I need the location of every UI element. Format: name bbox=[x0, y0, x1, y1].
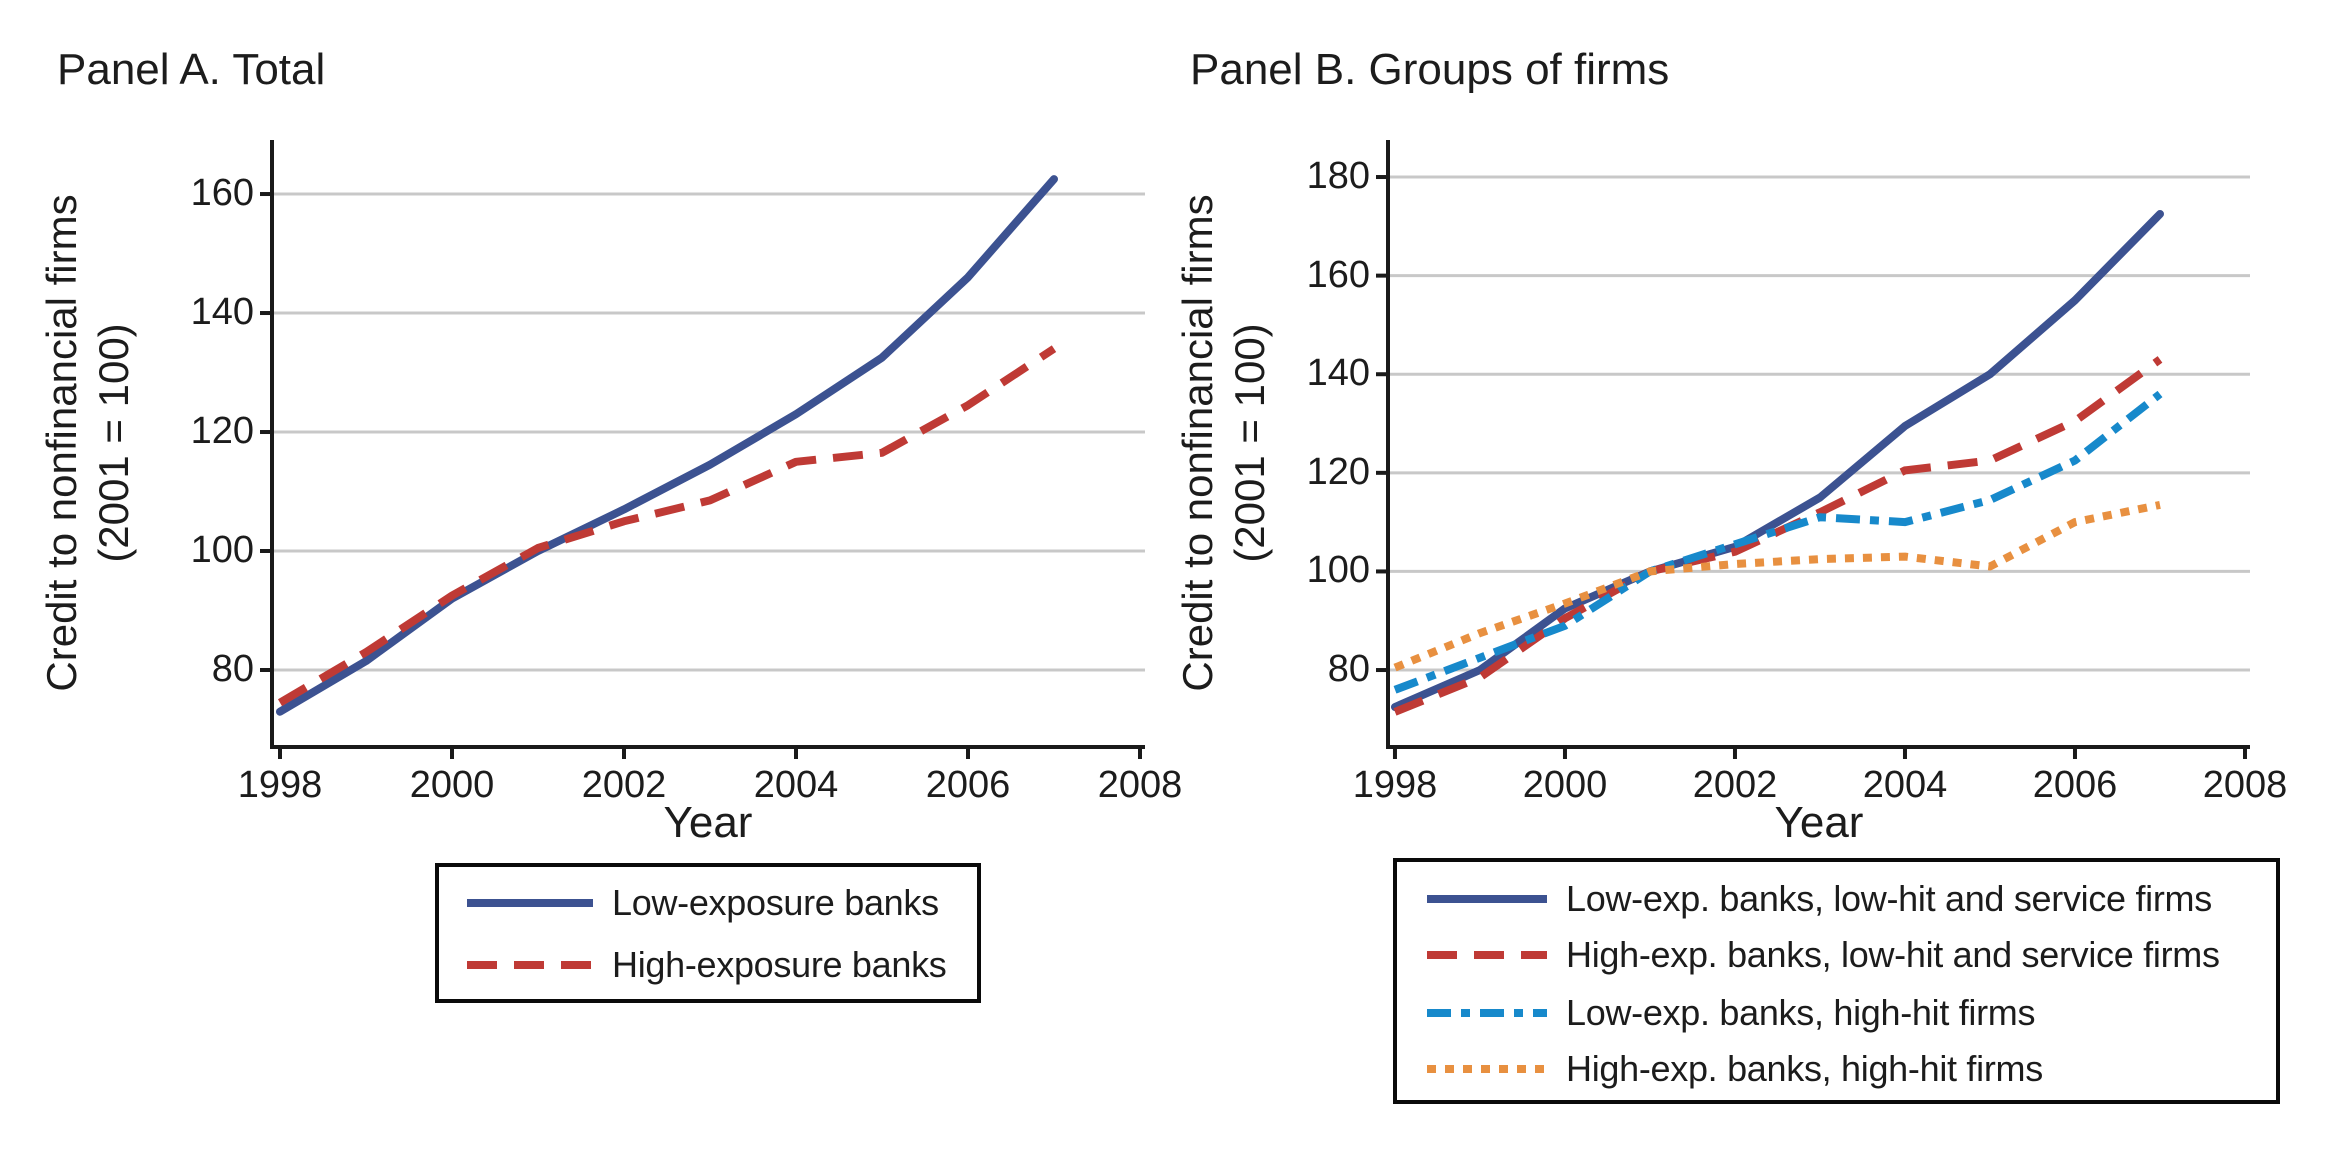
x-tick-label: 2008 bbox=[1097, 764, 1183, 806]
legend-label: Low-exposure banks bbox=[612, 882, 939, 923]
x-tick-label: 2008 bbox=[2202, 764, 2288, 806]
legend-label: High-exp. banks, low-hit and service fir… bbox=[1566, 934, 2220, 975]
panel-b-x-axis-label: Year bbox=[1774, 798, 1864, 847]
x-tick-label: 2002 bbox=[581, 764, 667, 806]
panel-a-plot bbox=[256, 140, 1145, 763]
legend-item: Low-exp. banks, high-hit firms bbox=[1397, 991, 2276, 1035]
panel-b-y-axis-label: Credit to nonfinancial firms bbox=[1174, 194, 1221, 692]
x-tick-label: 2004 bbox=[753, 764, 839, 806]
y-tick-label: 140 bbox=[1306, 352, 1370, 395]
legend-label: High-exposure banks bbox=[612, 944, 947, 985]
x-tick-label: 2000 bbox=[1522, 764, 1608, 806]
legend-item: High-exp. banks, low-hit and service fir… bbox=[1397, 933, 2276, 977]
x-tick-label: 1998 bbox=[1352, 764, 1438, 806]
panel-b-plot bbox=[1372, 140, 2250, 763]
series-line bbox=[277, 345, 1057, 707]
legend-line-sample bbox=[1427, 1065, 1547, 1073]
x-tick-label: 2006 bbox=[925, 764, 1011, 806]
legend-item: Low-exp. banks, low-hit and service firm… bbox=[1397, 877, 2276, 921]
legend-line-sample bbox=[1427, 895, 1547, 903]
y-tick-label: 100 bbox=[190, 529, 254, 571]
series-line bbox=[1391, 210, 2164, 711]
y-tick-label: 100 bbox=[1306, 549, 1370, 592]
series-line bbox=[1393, 356, 2163, 716]
legend-item: High-exposure banks bbox=[439, 943, 977, 987]
legend-label: Low-exp. banks, low-hit and service firm… bbox=[1566, 878, 2212, 919]
x-tick-label: 1998 bbox=[237, 764, 323, 806]
legend-line-sample bbox=[1427, 951, 1547, 959]
x-tick-label: 2004 bbox=[1862, 764, 1948, 806]
legend-line-sample bbox=[467, 899, 593, 907]
y-tick-label: 160 bbox=[190, 172, 254, 215]
legend-item: Low-exposure banks bbox=[439, 881, 977, 925]
x-tick-label: 2006 bbox=[2032, 764, 2118, 806]
legend-line-sample bbox=[1427, 1009, 1547, 1017]
legend-label: High-exp. banks, high-hit firms bbox=[1566, 1048, 2043, 1089]
x-tick-label: 2002 bbox=[1692, 764, 1778, 806]
y-tick-label: 180 bbox=[1306, 155, 1370, 198]
panel-a-legend: Low-exposure banks High-exposure banks bbox=[435, 863, 981, 1003]
y-tick-label: 80 bbox=[211, 648, 254, 690]
panel-b-legend: Low-exp. banks, low-hit and service firm… bbox=[1393, 858, 2280, 1104]
series-line bbox=[1393, 500, 2161, 672]
legend-item: High-exp. banks, high-hit firms bbox=[1397, 1047, 2276, 1091]
legend-line-sample bbox=[467, 961, 593, 969]
y-tick-label: 80 bbox=[1327, 648, 1370, 691]
panel-a-x-axis-label: Year bbox=[663, 798, 753, 847]
panel-b-title: Panel B. Groups of firms bbox=[1190, 45, 1670, 94]
y-tick-label: 160 bbox=[1306, 253, 1370, 296]
y-tick-label: 120 bbox=[190, 410, 254, 453]
y-tick-label: 140 bbox=[190, 291, 254, 334]
series-line bbox=[276, 175, 1058, 716]
y-tick-label: 120 bbox=[1306, 450, 1370, 493]
legend-label: Low-exp. banks, high-hit firms bbox=[1566, 992, 2036, 1033]
panel-a-y-axis-label: Credit to nonfinancial firms bbox=[38, 194, 85, 692]
x-tick-label: 2000 bbox=[409, 764, 495, 806]
panel-b-canvas bbox=[1376, 140, 2250, 759]
panel-a-title: Panel A. Total bbox=[57, 45, 326, 94]
panel-a-canvas bbox=[260, 140, 1145, 759]
